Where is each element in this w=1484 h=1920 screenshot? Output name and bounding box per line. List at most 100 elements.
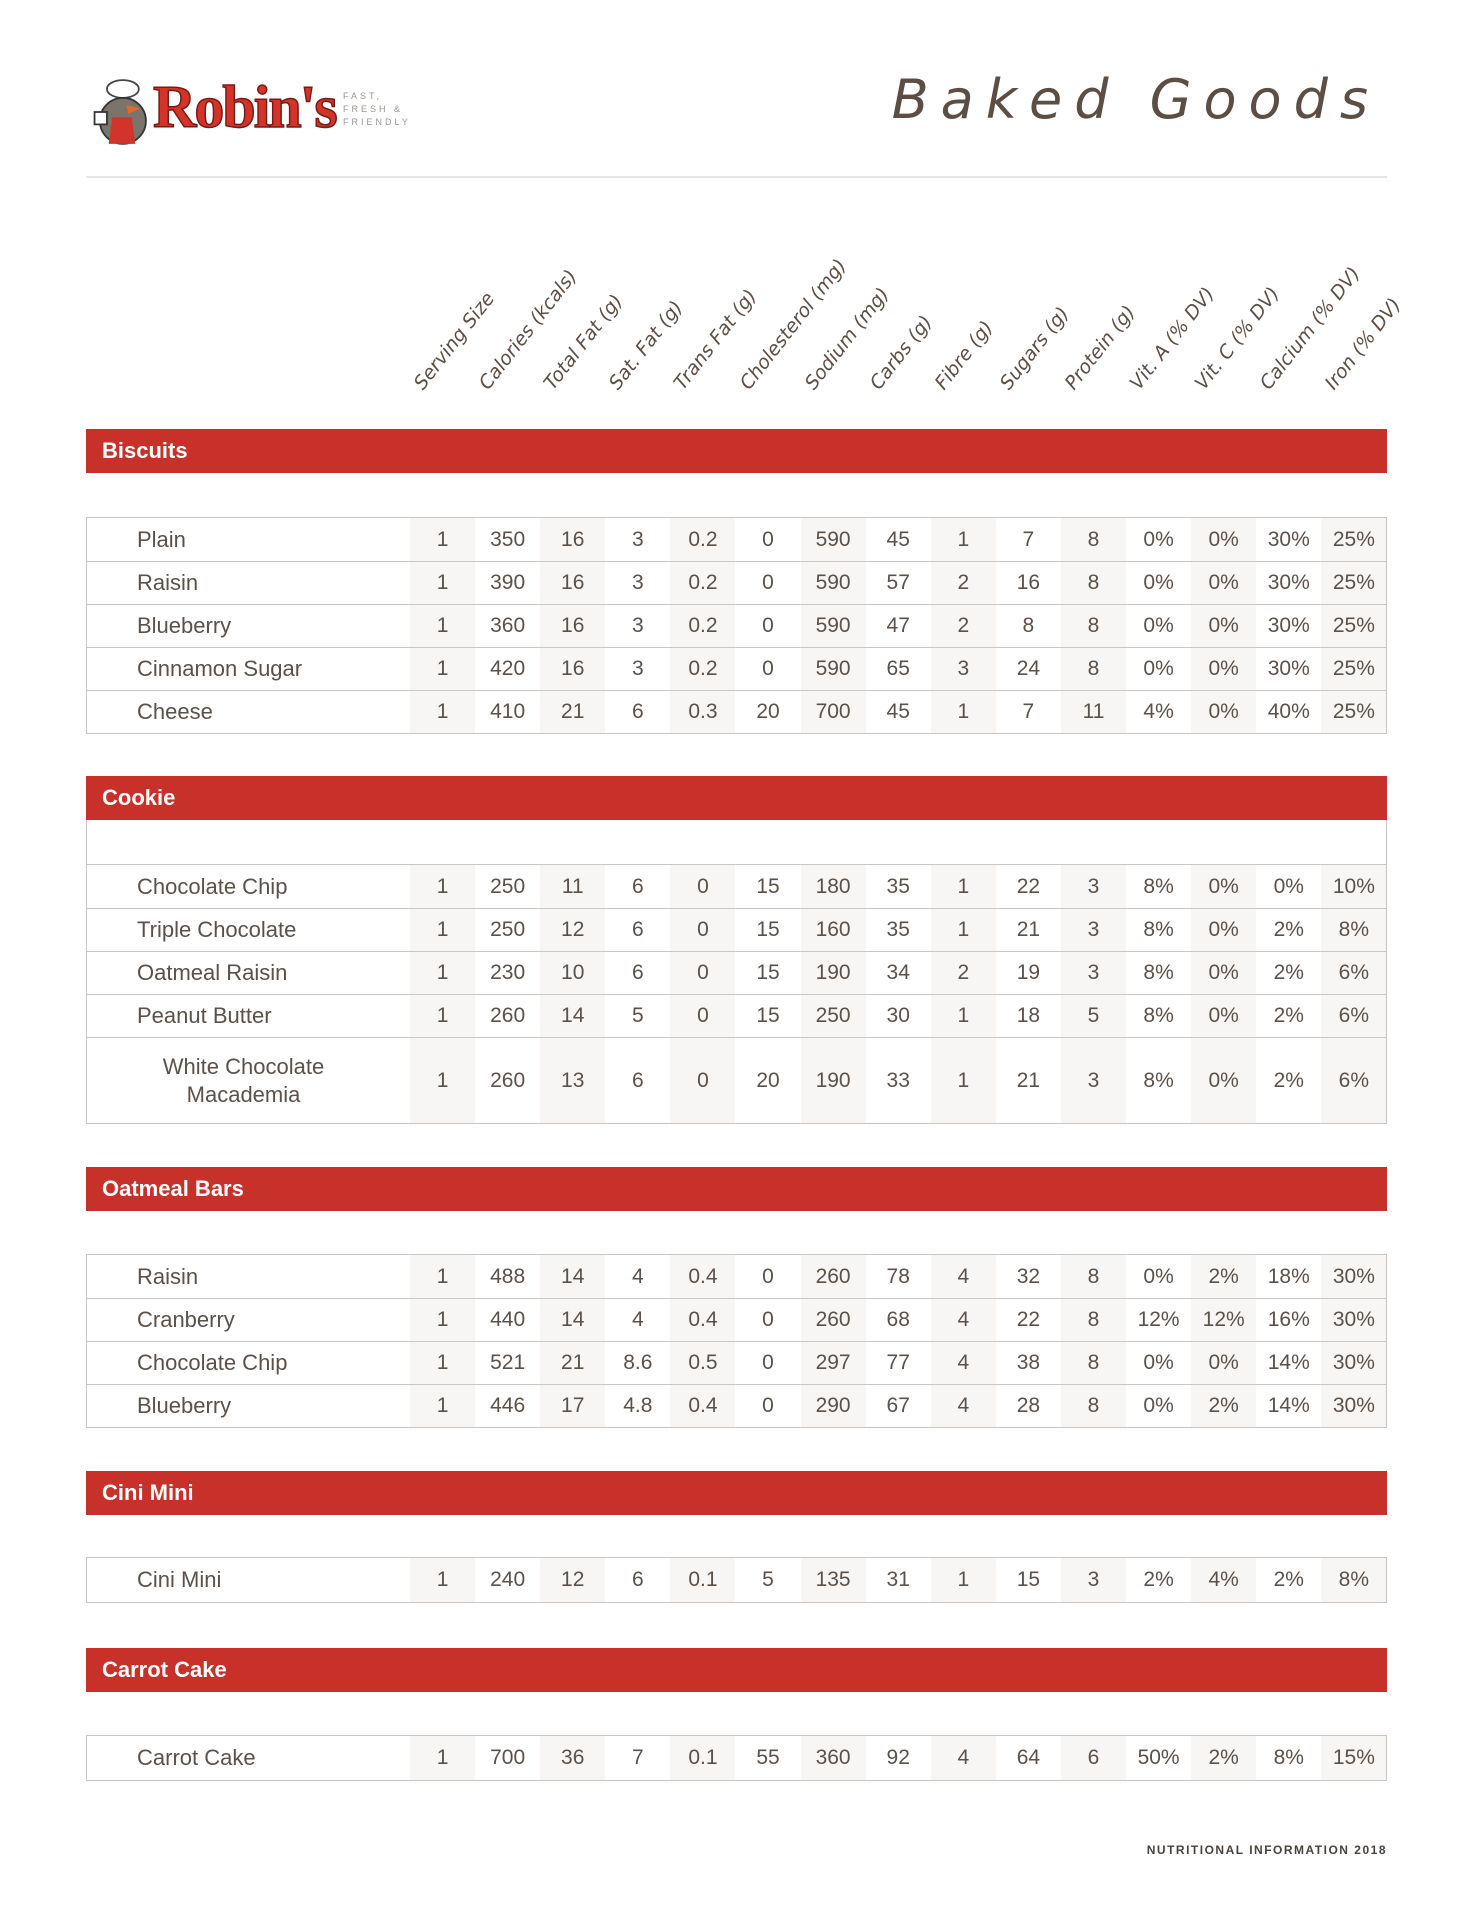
value-cell: 3	[930, 648, 996, 690]
value-cell: 440	[490, 1308, 526, 1331]
value-cell: 1	[930, 909, 996, 951]
value-cell: 0%	[1143, 571, 1174, 594]
value-cell: 25%	[1321, 562, 1387, 604]
value-cell: 230	[490, 961, 526, 984]
value-cell: 0%	[1273, 874, 1304, 898]
value-cell: 0%	[1191, 909, 1257, 951]
value-cell: 8%	[1143, 1068, 1174, 1092]
value-cell: 488	[490, 1264, 526, 1288]
item-name: White Chocolate Macademia	[162, 1053, 325, 1107]
value-cell: 0.3	[670, 691, 736, 733]
value-cell: 8	[1060, 1342, 1127, 1384]
value-cell: 1	[410, 562, 476, 604]
value-cell: 8%	[1273, 1746, 1304, 1769]
value-cell: 8	[1060, 1385, 1127, 1427]
value-cell: 25%	[1321, 605, 1387, 647]
value-cell: 15	[756, 1004, 780, 1027]
value-cell: 1	[410, 605, 476, 647]
value-cell: 30%	[1267, 527, 1310, 551]
value-cell: 12%	[1191, 1299, 1257, 1341]
value-cell: 25%	[1321, 648, 1387, 690]
page-title: Baked Goods	[891, 68, 1380, 131]
value-cell: 250	[490, 918, 526, 941]
value-cell: 30%	[1321, 1255, 1387, 1298]
value-cell: 1	[410, 1299, 476, 1341]
value-cell: 0%	[1191, 952, 1257, 994]
item-name: Plain	[137, 526, 186, 552]
section-header: Oatmeal Bars	[86, 1167, 1387, 1211]
value-cell: 20	[756, 1068, 780, 1092]
value-cell: 4	[631, 1308, 644, 1331]
value-cell: 0.4	[670, 1255, 736, 1298]
value-cell: 0%	[1191, 562, 1257, 604]
value-cell: 2	[930, 605, 996, 647]
value-cell: 6%	[1321, 952, 1387, 994]
value-cell: 45	[886, 700, 910, 723]
value-cell: 20	[756, 700, 780, 723]
table-row: Chocolate Chip 1 250 11 6 0 15 180 35 1 22 3 8% 0% 0% 1…	[87, 865, 1387, 908]
value-cell: 3	[631, 527, 644, 551]
value-cell: 0%	[1191, 1038, 1257, 1123]
value-cell: 45	[886, 527, 910, 551]
footer-text: NUTRITIONAL INFORMATION 2018	[1146, 1843, 1387, 1857]
value-cell: 2	[930, 562, 996, 604]
value-cell: 0	[670, 952, 736, 994]
value-cell: 67	[886, 1394, 910, 1417]
value-cell: 446	[490, 1394, 526, 1417]
table-row: Plain 1 350 16 3 0.2 0 590 45 1 7 8 0% 0% 30% 25%	[87, 518, 1387, 561]
value-cell: 260	[800, 1299, 866, 1341]
value-cell: 25%	[1321, 691, 1387, 733]
value-cell: 31	[886, 1568, 910, 1591]
value-cell: 12	[540, 1558, 606, 1602]
robins-logo: Robin's FAST, FRESH & FRIENDLY	[91, 66, 431, 154]
value-cell: 5	[1060, 995, 1127, 1037]
value-cell: 6	[631, 1568, 644, 1591]
table-row: White Chocolate Macademia 1 260 13 6 0 20 190 33…	[87, 1037, 1387, 1123]
value-cell: 4	[930, 1385, 996, 1427]
item-name: Triple Chocolate	[137, 917, 297, 942]
value-cell: 260	[490, 1068, 526, 1092]
value-cell: 4%	[1191, 1558, 1257, 1602]
value-cell: 2%	[1273, 1068, 1304, 1092]
value-cell: 7	[1022, 700, 1035, 723]
table-row: Peanut Butter 1 260 14 5 0 15 250 30 1 18 5 8% 0% 2% 6%	[87, 994, 1387, 1037]
value-cell: 3	[1060, 909, 1127, 951]
value-cell: 14	[540, 1255, 606, 1298]
value-cell: 4	[930, 1736, 996, 1780]
value-cell: 0%	[1191, 518, 1257, 561]
value-cell: 19	[1016, 961, 1041, 984]
value-cell: 260	[800, 1255, 866, 1298]
value-cell: 18%	[1267, 1264, 1310, 1288]
value-cell: 11	[1060, 691, 1127, 733]
value-cell: 8%	[1143, 1004, 1174, 1027]
value-cell: 135	[800, 1558, 866, 1602]
section-header: Cookie	[86, 776, 1387, 820]
nutrition-table: Carrot Cake 1 700 36 7 0.1 55 360 92 4 64 6 50% 2% 8% 1…	[86, 1735, 1387, 1781]
value-cell: 420	[490, 657, 526, 680]
value-cell: 0%	[1143, 1394, 1174, 1417]
value-cell: 8.6	[623, 1351, 653, 1374]
logo-tagline: FAST, FRESH & FRIENDLY	[343, 91, 411, 127]
value-cell: 22	[1016, 874, 1041, 898]
value-cell: 0.2	[670, 648, 736, 690]
value-cell: 0	[762, 657, 774, 680]
value-cell: 1	[410, 952, 476, 994]
value-cell: 12	[540, 909, 606, 951]
value-cell: 6	[631, 1068, 644, 1092]
value-cell: 180	[800, 865, 866, 908]
value-cell: 16	[540, 562, 606, 604]
value-cell: 32	[1016, 1264, 1041, 1288]
value-cell: 35	[886, 918, 910, 941]
value-cell: 11	[540, 865, 606, 908]
value-cell: 8%	[1143, 918, 1174, 941]
value-cell: 2	[930, 952, 996, 994]
item-name: Peanut Butter	[137, 1003, 272, 1028]
value-cell: 1	[930, 691, 996, 733]
value-cell: 2%	[1143, 1568, 1174, 1591]
value-cell: 700	[800, 691, 866, 733]
value-cell: 1	[410, 1385, 476, 1427]
value-cell: 40%	[1267, 700, 1310, 723]
value-cell: 250	[800, 995, 866, 1037]
value-cell: 2%	[1273, 1004, 1304, 1027]
value-cell: 190	[800, 1038, 866, 1123]
